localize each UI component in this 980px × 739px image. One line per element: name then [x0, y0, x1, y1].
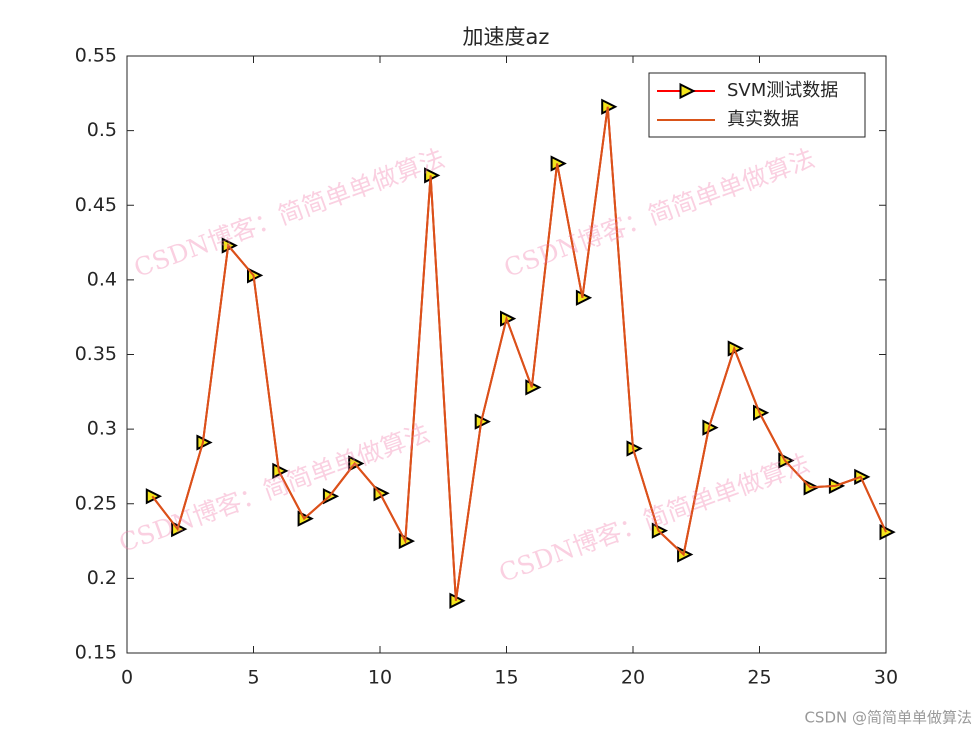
y-tick-label: 0.45	[75, 194, 117, 216]
x-tick-label: 10	[368, 667, 392, 689]
y-tick-label: 0.4	[87, 268, 117, 290]
x-tick-label: 0	[121, 667, 133, 689]
series-line	[151, 106, 887, 601]
legend-marker	[679, 82, 696, 100]
plot-area	[126, 55, 887, 654]
y-tick-label: 0.35	[75, 343, 117, 365]
x-tick-label: 20	[621, 667, 645, 689]
footer: CSDN @简简单单做算法	[804, 709, 972, 727]
legend-box	[648, 72, 866, 138]
y-tick-label: 0.25	[75, 492, 117, 514]
x-tick-label: 25	[747, 667, 771, 689]
legend-label: 真实数据	[727, 109, 799, 130]
y-tick-label: 0.15	[75, 642, 117, 664]
x-tick-label: 5	[247, 667, 259, 689]
plot-marks	[145, 98, 896, 609]
y-tick-label: 0.55	[75, 45, 117, 67]
y-tick-label: 0.3	[87, 418, 117, 440]
x-tick-label: 15	[494, 667, 518, 689]
x-tick-label: 30	[874, 667, 898, 689]
chart-title: 加速度az	[463, 25, 550, 49]
y-tick-label: 0.2	[87, 567, 117, 589]
y-tick-label: 0.5	[87, 119, 117, 141]
legend-label: SVM测试数据	[727, 80, 838, 101]
